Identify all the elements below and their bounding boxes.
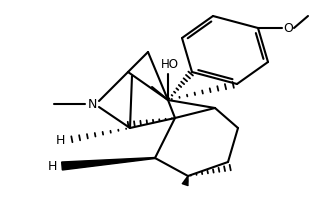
Text: N: N <box>87 97 97 110</box>
Text: HO: HO <box>161 58 179 71</box>
Text: H: H <box>55 134 65 146</box>
Text: H: H <box>47 159 57 172</box>
Polygon shape <box>62 157 155 170</box>
Text: O: O <box>283 22 293 34</box>
